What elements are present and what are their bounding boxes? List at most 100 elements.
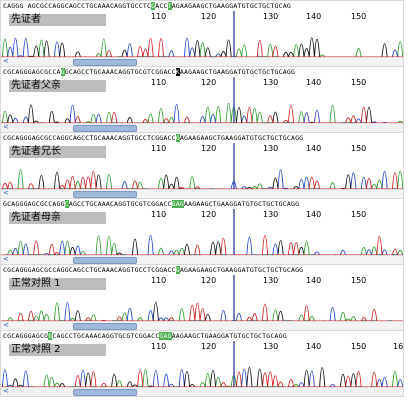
position-tick: 130	[263, 78, 279, 87]
scroll-thumb[interactable]	[73, 125, 137, 132]
scroll-left-icon[interactable]: <	[3, 321, 9, 329]
base-run: AGAAGAAGCTGAAGGATGTGCTGCTGCAGG	[179, 134, 304, 142]
base-sequence: CGCAGGGAGCGGCAGCCTGCAAACAGGTGCGTCGGACCGA…	[3, 332, 287, 340]
scroll-left-icon[interactable]: <	[3, 123, 9, 131]
scroll-left-icon[interactable]: <	[3, 57, 9, 65]
trace-plot	[1, 209, 403, 256]
trace-plot	[1, 341, 403, 388]
highlighted-base: C	[64, 200, 69, 208]
base-run: AAGAAGCTGAAGGATGTGCTGCTGCAGG	[179, 68, 296, 76]
position-tick: 150	[351, 276, 367, 285]
base-sequence: CGCAGGGAGCGCCAGGCAGCCTGCAAACAGGTGCGTCGGA…	[3, 68, 295, 76]
horizontal-scrollbar[interactable]: <	[1, 387, 403, 396]
base-run: ACC	[155, 2, 168, 10]
sample-label: 正常对照 1	[9, 278, 106, 290]
horizontal-scrollbar[interactable]: <	[1, 123, 403, 132]
chromatogram-panel: CAGGG AGCGCCAGGCAGCCTGCAAACAGGTGCCTCGACC…	[0, 0, 404, 67]
position-tick: 160	[393, 342, 404, 351]
trace-A	[1, 169, 403, 190]
scroll-thumb[interactable]	[73, 59, 137, 66]
trace-plot	[1, 77, 403, 124]
trace-G	[1, 37, 403, 58]
base-run: AAGAAGCTGAAGGATGTGCTGCTGCAGG	[184, 200, 300, 208]
scroll-left-icon[interactable]: <	[3, 387, 9, 395]
horizontal-scrollbar[interactable]: <	[1, 57, 403, 66]
position-tick: 120	[201, 144, 217, 153]
position-tick: 150	[351, 12, 367, 21]
highlighted-base: T	[167, 2, 172, 10]
trace-A	[1, 369, 403, 388]
trace-C	[1, 103, 403, 124]
position-tick: 120	[201, 12, 217, 21]
trace-T	[1, 105, 403, 124]
scroll-thumb[interactable]	[73, 191, 137, 198]
trace-plot	[1, 11, 403, 58]
chromatogram-panel: GCAGGGAGCGCCAGGCAGCCTGCAAACAGGTGCGTCGGAC…	[0, 198, 404, 265]
trace-A	[1, 102, 403, 124]
trace-G	[1, 171, 403, 190]
trace-T	[1, 170, 403, 190]
trace-T	[1, 302, 403, 322]
chromatogram-panel: CGCAGGGAGCGCCAGGCAGCCTGCAAACAGGTGCCTCGGA…	[0, 264, 404, 331]
horizontal-scrollbar[interactable]: <	[1, 255, 403, 264]
position-tick: 120	[201, 342, 217, 351]
position-tick: 130	[263, 342, 279, 351]
trace-plot	[1, 143, 403, 190]
scroll-thumb[interactable]	[73, 389, 137, 396]
trace-A	[1, 38, 403, 58]
base-sequence: CGCAGGGAGCGCCAGGCAGCCTGCAAACAGGTGCCTCGGA…	[3, 266, 303, 274]
trace-G	[1, 366, 403, 388]
position-tick: 140	[306, 342, 322, 351]
horizontal-scrollbar[interactable]: <	[1, 321, 403, 330]
trace-T	[1, 369, 403, 388]
chromatogram-panel: CGCAGGGAGCGCCAGGCAGCCTGCAAACAGGTGCCTCGGA…	[0, 132, 404, 199]
position-tick: 140	[306, 144, 322, 153]
horizontal-scrollbar[interactable]: <	[1, 189, 403, 198]
base-run: CGCAGGGAGCG	[3, 332, 49, 340]
position-tick: 110	[151, 210, 167, 219]
sample-label: 正常对照 2	[9, 344, 106, 356]
trace-C	[1, 234, 403, 256]
trace-A	[1, 235, 403, 256]
highlighted-base: GAG	[159, 332, 172, 340]
highlighted-base: G	[60, 68, 65, 76]
base-run: CGCAGGGAGCGCCAGGCAGCCTGCAAACAGGTGCCTCGGA…	[3, 266, 176, 274]
position-tick: 130	[263, 210, 279, 219]
sample-label: 先证者父亲	[9, 80, 106, 92]
base-run: AGAAGAAGCTGAAGGATGTGCTGCTGCAGG	[179, 266, 304, 274]
highlighted-base: G	[151, 2, 156, 10]
base-sequence: GCAGGGAGCGCCAGGCAGCCTGCAAACAGGTGCGTCGGAC…	[3, 200, 299, 208]
trace-G	[1, 238, 403, 256]
base-run: AGAAGAAGCTGAAGGATGTGCTGCTGCAG	[171, 2, 291, 10]
scroll-left-icon[interactable]: <	[3, 189, 9, 197]
position-tick: 150	[351, 210, 367, 219]
chromatogram-panel: CGCAGGGAGCGCCAGGCAGCCTGCAAACAGGTGCGTCGGA…	[0, 66, 404, 133]
position-tick: 150	[351, 342, 367, 351]
trace-G	[1, 104, 403, 124]
base-sequence: CGCAGGGAGCGCCAGGCAGCCTGCAAACAGGTGCCTCGGA…	[3, 134, 303, 142]
trace-A	[1, 302, 403, 322]
position-tick: 130	[263, 144, 279, 153]
position-tick: 140	[306, 276, 322, 285]
position-tick: 110	[151, 342, 167, 351]
position-tick: 110	[151, 144, 167, 153]
scroll-thumb[interactable]	[73, 257, 137, 264]
position-tick: 120	[201, 78, 217, 87]
position-tick: 150	[351, 144, 367, 153]
base-sequence: CAGGG AGCGCCAGGCAGCCTGCAAACAGGTGCCTCGACC…	[3, 2, 291, 10]
highlighted-base: GAG	[171, 200, 185, 208]
trace-C	[1, 368, 403, 388]
trace-T	[1, 38, 403, 58]
scroll-thumb[interactable]	[73, 323, 137, 330]
trace-C	[1, 37, 403, 58]
highlighted-base: G	[48, 332, 53, 340]
highlighted-base: K	[175, 68, 180, 76]
base-run: CGCAGGGAGCGCCAGGCAGCCTGCAAACAGGTGCCTCGGA…	[3, 134, 176, 142]
position-tick: 150	[351, 78, 367, 87]
base-run: CAGCCTGCAAACAGGTGCGTCGGACC	[52, 332, 160, 340]
base-run: GCAGCCTGCAAACAGGTGCGTCGGACC	[64, 68, 176, 76]
highlighted-base: G	[175, 266, 180, 274]
scroll-left-icon[interactable]: <	[3, 255, 9, 263]
position-tick: 130	[263, 276, 279, 285]
position-tick: 140	[306, 78, 322, 87]
